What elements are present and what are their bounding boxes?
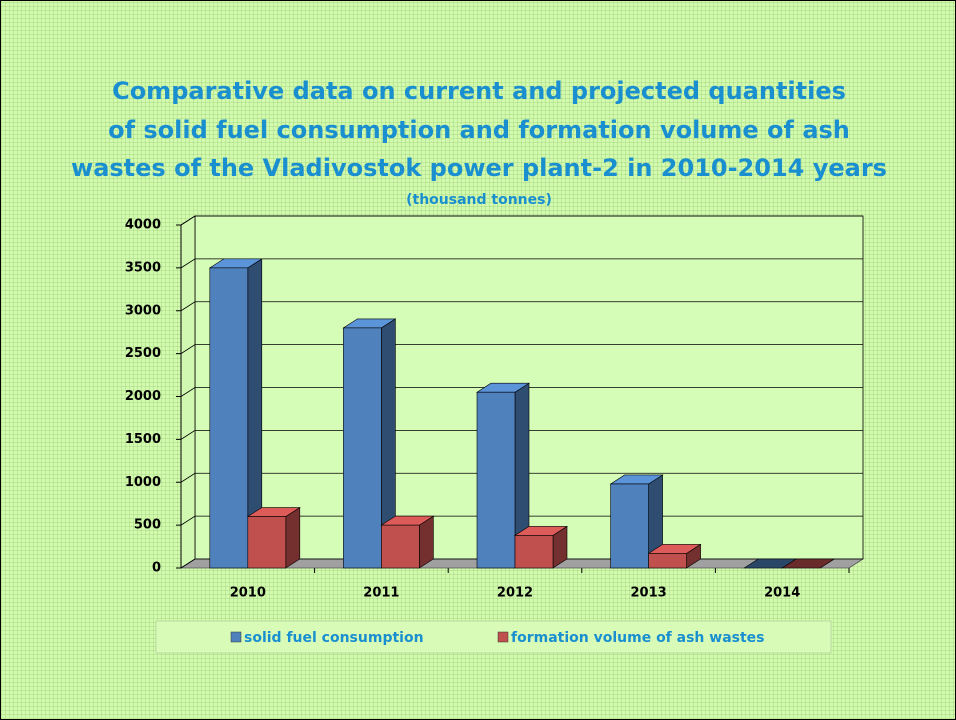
chart-title: of solid fuel consumption and formation …: [108, 116, 850, 144]
bar-front: [514, 535, 554, 569]
grid-line: [180, 472, 863, 483]
bar: [380, 515, 435, 569]
y-tick-label: 1500: [125, 432, 161, 447]
chart-subtitle: (thousand tonnes): [406, 192, 552, 208]
bar: [208, 258, 263, 569]
y-tick-label: 4000: [125, 218, 161, 233]
bar: [342, 318, 397, 569]
bar-front: [209, 267, 249, 569]
bar-front: [648, 553, 687, 569]
y-tick-label: 3500: [125, 260, 161, 275]
grid-line: [180, 344, 863, 354]
bar-front: [476, 391, 516, 569]
y-tick-label: 2000: [125, 389, 161, 404]
y-tick-label: 500: [134, 518, 161, 533]
legend-swatch: [230, 631, 242, 643]
grid-line: [180, 429, 863, 440]
y-tick-label: 0: [152, 561, 161, 576]
bar-front: [610, 483, 649, 569]
x-tick-label: 2014: [764, 586, 800, 601]
bar-side: [285, 507, 301, 569]
grid-line: [180, 301, 863, 312]
bar: [246, 507, 301, 569]
x-tick-label: 2011: [363, 586, 399, 601]
x-tick-label: 2010: [230, 586, 266, 601]
bar-front: [343, 327, 382, 569]
y-tick-label: 2500: [125, 346, 161, 361]
bar: [513, 525, 569, 569]
grid-line: [180, 215, 863, 226]
bar-top: [781, 558, 836, 569]
bar: [647, 543, 702, 569]
grid-line: [180, 258, 863, 269]
legend-label: formation volume of ash wastes: [511, 630, 765, 646]
bar: [609, 474, 664, 569]
y-tick-label: 3000: [125, 303, 161, 318]
legend-box: [155, 620, 832, 654]
legend-label: solid fuel consumption: [244, 630, 424, 646]
grid-line: [180, 387, 863, 397]
legend-swatch: [497, 631, 509, 643]
chart-title: wastes of the Vladivostok power plant-2 …: [71, 154, 887, 182]
bar-front: [247, 516, 287, 569]
y-tick-label: 1000: [125, 475, 161, 490]
x-tick-label: 2012: [497, 586, 533, 601]
bar: [781, 558, 836, 569]
bar-front: [381, 524, 420, 569]
x-tick-label: 2013: [631, 586, 667, 601]
bar: [475, 382, 531, 569]
chart-title: Comparative data on current and projecte…: [112, 77, 846, 105]
